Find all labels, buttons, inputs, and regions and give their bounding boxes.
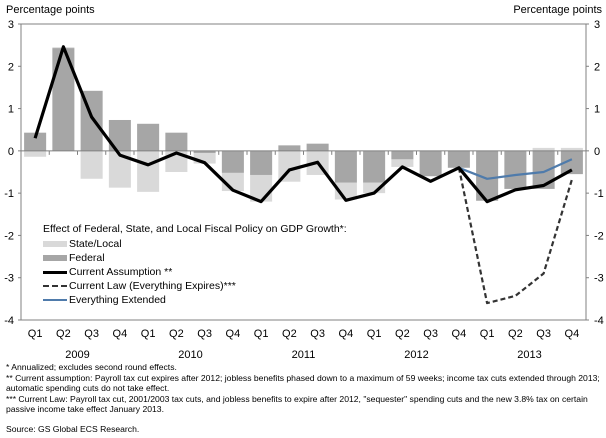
y-tick-label-right: 0	[594, 146, 600, 158]
bar-federal	[306, 143, 329, 151]
y-tick-label-left: 0	[8, 146, 14, 158]
bar-federal	[250, 150, 273, 175]
x-year-label: 2012	[404, 349, 428, 360]
legend-label: Everything Extended	[69, 294, 166, 306]
bar-federal	[278, 145, 301, 151]
y-tick-label-right: 2	[594, 61, 600, 73]
bar-federal	[532, 150, 555, 189]
x-tick-label: Q1	[141, 328, 156, 340]
line-everything-extended	[458, 158, 573, 180]
legend-item-federal: Federal	[43, 251, 347, 265]
bar-federal	[391, 150, 414, 160]
line-current-assumption	[33, 45, 573, 204]
y-tick-label-right: -2	[594, 230, 604, 242]
legend: Effect of Federal, State, and Local Fisc…	[43, 222, 347, 307]
x-tick-label: Q1	[367, 328, 382, 340]
x-tick-label: Q1	[28, 328, 43, 340]
bar-federal	[221, 150, 244, 173]
x-tick-label: Q2	[395, 328, 410, 340]
legend-swatch-current-law	[43, 285, 67, 287]
x-year-label: 2013	[517, 349, 541, 360]
x-tick-label: Q3	[310, 328, 325, 340]
bar-federal	[476, 150, 499, 201]
legend-item-current-assumption: Current Assumption **	[43, 265, 347, 279]
legend-swatch-federal	[43, 255, 67, 261]
y-tick-label-left: -1	[4, 188, 14, 200]
y-tick-label-left: 2	[8, 61, 14, 73]
bar-federal	[334, 150, 357, 183]
y-tick-label-left: -3	[4, 273, 14, 285]
bar-federal	[447, 150, 470, 168]
x-tick-label: Q2	[169, 328, 184, 340]
x-year-label: 2009	[65, 349, 89, 360]
x-tick-label: Q4	[339, 328, 354, 340]
x-tick-label: Q4	[565, 328, 580, 340]
bar-federal	[419, 150, 442, 177]
bar-federal	[165, 132, 188, 151]
x-tick-label: Q3	[84, 328, 99, 340]
legend-label: Current Assumption **	[69, 266, 173, 278]
y-tick-label-right: -1	[594, 188, 604, 200]
x-tick-label: Q3	[536, 328, 551, 340]
y-tick-label-right: -3	[594, 273, 604, 285]
bar-state-local	[391, 159, 414, 167]
y-tick-label-right: -4	[594, 315, 604, 327]
legend-item-state-local: State/Local	[43, 237, 347, 251]
footnote-1: * Annualized; excludes second round effe…	[6, 362, 177, 372]
y-tick-label-right: 3	[594, 19, 600, 31]
bar-federal	[52, 48, 75, 151]
legend-swatch-everything-extended	[43, 299, 67, 301]
legend-title: Effect of Federal, State, and Local Fisc…	[43, 223, 347, 235]
footnote-3: *** Current Law: Payroll tax cut, 2001/2…	[6, 393, 588, 415]
x-tick-label: Q3	[197, 328, 212, 340]
bar-state-local	[363, 182, 386, 194]
legend-label: Current Law (Everything Expires)***	[69, 280, 236, 292]
x-tick-label: Q4	[226, 328, 241, 340]
y-axis-label-right: Percentage points	[513, 4, 602, 16]
x-tick-label: Q3	[423, 328, 438, 340]
bar-federal	[24, 132, 47, 151]
bar-federal	[363, 150, 386, 183]
bar-state-local	[560, 147, 583, 151]
y-tick-label-right: 1	[594, 104, 600, 116]
y-tick-label-left: -4	[4, 315, 14, 327]
x-tick-label: Q4	[113, 328, 128, 340]
bar-state-local	[137, 150, 160, 192]
legend-item-current-law: Current Law (Everything Expires)***	[43, 279, 347, 293]
x-tick-label: Q2	[56, 328, 71, 340]
footnotes: * Annualized; excludes second round effe…	[6, 362, 606, 415]
x-tick-label: Q2	[282, 328, 297, 340]
line-current-law	[457, 167, 573, 305]
x-tick-label: Q4	[452, 328, 467, 340]
footnote-2: ** Current assumption: Payroll tax cut e…	[6, 372, 600, 394]
y-tick-label-left: 1	[8, 104, 14, 116]
x-tick-label: Q1	[480, 328, 495, 340]
bar-federal	[504, 150, 527, 189]
bar-federal	[108, 119, 131, 151]
legend-item-everything-extended: Everything Extended	[43, 293, 347, 307]
bar-state-local	[532, 147, 555, 151]
bar-federal	[137, 123, 160, 151]
legend-label: Federal	[69, 252, 105, 264]
legend-label: State/Local	[69, 238, 122, 250]
x-tick-label: Q2	[508, 328, 523, 340]
x-tick-label: Q1	[254, 328, 269, 340]
bar-state-local	[193, 152, 216, 164]
x-year-label: 2011	[292, 349, 316, 360]
bar-state-local	[80, 150, 103, 179]
y-axis-label-left: Percentage points	[6, 4, 95, 16]
x-year-label: 2010	[178, 349, 202, 360]
bar-federal	[193, 150, 216, 153]
legend-swatch-state-local	[43, 241, 67, 247]
bar-state-local	[108, 150, 131, 188]
chart-plot: 3 3 2 2 1 1 0 0 -1 -1 -2 -2 -3 -3 -4 -4 Q1 Q2 Q3 Q4 Q1 Q2 Q3 Q4…	[4, 19, 604, 360]
source-note: Source: GS Global ECS Research.	[6, 424, 140, 434]
y-tick-label-left: 3	[8, 19, 14, 31]
bar-state-local	[24, 150, 47, 157]
legend-swatch-current-assumption	[43, 270, 67, 274]
y-tick-label-left: -2	[4, 230, 14, 242]
bar-federal	[560, 150, 583, 175]
